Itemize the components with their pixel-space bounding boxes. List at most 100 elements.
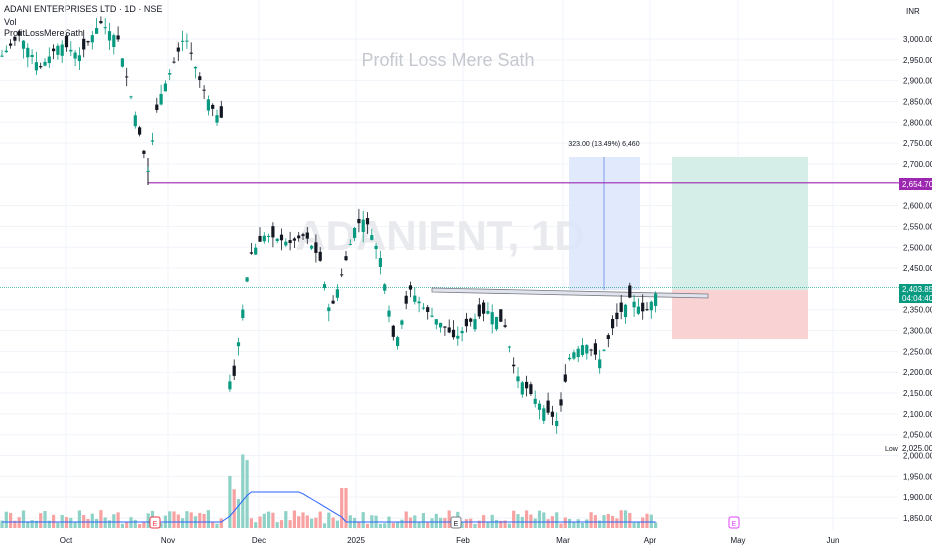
candle-body[interactable] [86,40,90,43]
candle-body[interactable] [9,43,13,46]
candle-body[interactable] [219,106,223,118]
candle-body[interactable] [585,345,589,354]
candle-body[interactable] [331,300,335,304]
candle-body[interactable] [95,28,99,34]
candle-body[interactable] [4,50,8,53]
candle-body[interactable] [512,364,516,367]
candle-body[interactable] [460,331,464,334]
candle-body[interactable] [374,245,378,250]
candle-body[interactable] [232,365,236,376]
candle-body[interactable] [370,235,374,240]
candle-body[interactable] [408,285,413,290]
candle-body[interactable] [292,238,296,241]
candle-body[interactable] [537,403,542,410]
candle-body[interactable] [30,54,34,58]
candle-body[interactable] [456,335,460,339]
candle-body[interactable] [387,310,391,317]
candle-body[interactable] [21,40,26,49]
candle-body[interactable] [206,99,210,111]
candle-body[interactable] [318,251,322,261]
candle-body[interactable] [236,342,241,347]
candle-body[interactable] [559,399,563,406]
candle-body[interactable] [486,311,490,314]
candle-body[interactable] [439,322,443,328]
trendline-channel[interactable] [431,287,709,299]
candle-body[interactable] [90,35,94,43]
candle-body[interactable] [73,52,77,59]
candle-body[interactable] [13,36,17,41]
candle-body[interactable] [163,83,167,92]
candle-body[interactable] [202,89,206,91]
candle-body[interactable] [503,325,507,327]
candle-body[interactable] [189,52,193,54]
candle-body[interactable] [314,242,318,253]
candle-body[interactable] [443,326,447,328]
candle-body[interactable] [120,58,124,67]
candle-body[interactable] [116,35,120,40]
candle-body[interactable] [430,315,434,317]
candle-body[interactable] [563,374,567,382]
candle-body[interactable] [193,66,198,69]
candle-body[interactable] [249,252,253,254]
candle-body[interactable] [228,381,232,390]
candle-body[interactable] [103,27,107,29]
candle-body[interactable] [413,295,417,302]
candle-body[interactable] [550,411,554,417]
candle-body[interactable] [615,312,619,320]
candle-body[interactable] [490,312,494,325]
candle-body[interactable] [628,285,632,298]
candle-body[interactable] [327,307,331,312]
candle-body[interactable] [310,245,314,249]
candle-body[interactable] [568,357,572,360]
candle-body[interactable] [598,359,602,369]
candle-body[interactable] [434,319,438,325]
candle-body[interactable] [26,47,30,58]
candle-body[interactable] [279,234,284,241]
candle-body[interactable] [378,258,382,267]
candle-body[interactable] [619,302,623,312]
candle-body[interactable] [133,115,137,127]
candle-body[interactable] [155,104,159,110]
candle-body[interactable] [254,247,258,255]
candle-body[interactable] [469,318,473,322]
candle-body[interactable] [284,241,288,246]
candle-body[interactable] [211,104,215,109]
candle-body[interactable] [542,408,546,421]
candle-body[interactable] [636,306,640,314]
long-position-target[interactable] [672,157,808,290]
candle-body[interactable] [288,240,292,244]
candle-body[interactable] [142,150,146,154]
candle-body[interactable] [335,289,339,298]
candle-body[interactable] [198,76,202,81]
candle-body[interactable] [572,352,576,359]
candle-body[interactable] [271,226,275,238]
candle-body[interactable] [632,301,636,308]
candle-body[interactable] [396,337,400,347]
candle-body[interactable] [39,66,43,68]
candle-body[interactable] [400,320,404,325]
candle-body[interactable] [305,232,309,239]
candle-body[interactable] [82,38,86,50]
candle-body[interactable] [262,235,266,242]
candle-body[interactable] [258,235,262,242]
candle-body[interactable] [383,284,387,291]
candle-body[interactable] [473,319,477,330]
candle-body[interactable] [649,301,653,311]
candle-body[interactable] [477,304,481,317]
candle-body[interactable] [150,140,155,142]
candle-body[interactable] [391,325,395,337]
candle-body[interactable] [99,21,103,24]
candle-body[interactable] [580,345,585,356]
candle-body[interactable] [417,301,421,304]
candle-body[interactable] [47,56,51,64]
candle-body[interactable] [297,235,301,239]
candle-body[interactable] [348,244,352,246]
earnings-icon[interactable] [728,516,740,529]
candle-body[interactable] [56,45,60,55]
long-position-stop[interactable] [672,290,808,339]
candle-body[interactable] [357,218,361,224]
candle-body[interactable] [593,343,597,355]
candle-body[interactable] [344,256,348,261]
candle-body[interactable] [64,35,69,48]
candle-body[interactable] [602,349,606,351]
